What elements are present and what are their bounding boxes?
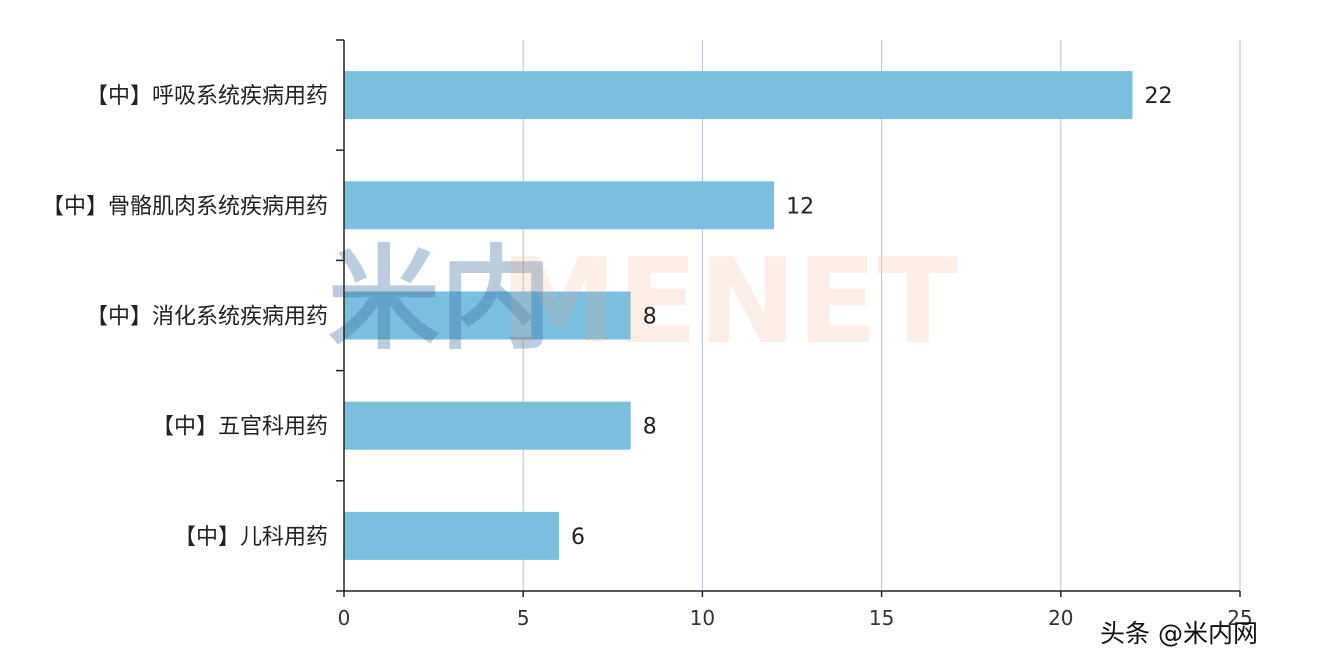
watermark-mark-text: 米内 [328, 235, 552, 365]
value-label-1: 12 [786, 194, 814, 219]
watermark-text: MENET [500, 232, 958, 370]
category-label-3: 【中】五官科用药 [152, 415, 328, 440]
bar-0 [344, 71, 1133, 120]
category-label-0: 【中】呼吸系统疾病用药 [86, 84, 328, 109]
watermark: 米内 MENET [328, 232, 958, 370]
x-tick-label-25: 25 [1227, 606, 1252, 630]
bar-2 [344, 291, 631, 340]
bar-layer [344, 71, 1133, 560]
x-tick-label-0: 0 [338, 606, 351, 630]
category-label-2: 【中】消化系统疾病用药 [86, 305, 328, 330]
value-label-4: 6 [571, 525, 585, 550]
x-tick-label-10: 10 [690, 606, 715, 630]
x-tick-label-15: 15 [869, 606, 894, 630]
x-tick-label-20: 20 [1048, 606, 1073, 630]
x-tick-label-5: 5 [517, 606, 530, 630]
value-label-3: 8 [643, 415, 657, 440]
axis-layer [336, 39, 1241, 597]
category-label-4: 【中】儿科用药 [174, 525, 328, 550]
value-label-2: 8 [643, 305, 657, 330]
source-credit: 头条 @米内网 [1100, 619, 1258, 648]
bar-3 [344, 401, 631, 450]
bar-4 [344, 511, 560, 560]
grid-layer [522, 40, 1241, 591]
value-label-0: 22 [1144, 84, 1172, 109]
category-label-1: 【中】骨骼肌肉系统疾病用药 [42, 194, 328, 219]
bar-1 [344, 181, 775, 230]
label-layer: 0 5 10 15 20 25 【中】呼吸系统疾病用药 22 【中】骨骼肌肉系统疾病用药 12 【中… [42, 84, 1253, 630]
